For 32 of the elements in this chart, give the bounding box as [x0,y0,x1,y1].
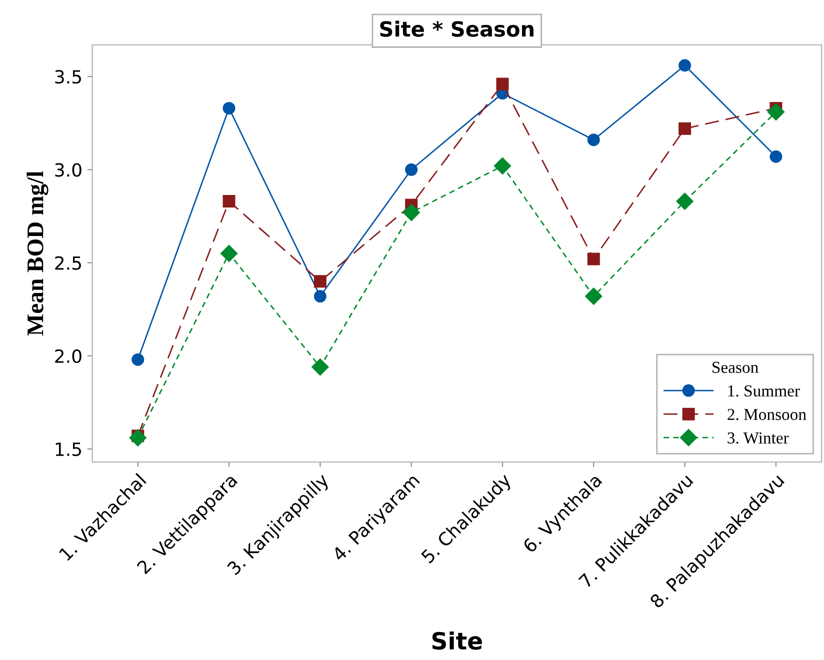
y-tick-label: 3.0 [55,163,82,177]
point [678,59,692,72]
x-axis-title: Site [432,631,482,650]
legend-label: 1. Summer [728,385,800,397]
point [132,353,144,366]
point [312,358,329,376]
point [405,163,418,176]
point [767,103,784,120]
chart-title: Site * Season [380,20,534,37]
point [770,150,782,163]
legend-label: 3. Winter [728,432,789,444]
y-tick-label: 2.0 [55,349,82,363]
point [402,204,420,222]
point [678,122,692,135]
y-axis-title: Mean BOD mg/l [26,171,48,336]
legend-label: 2. Monsoon [728,408,806,420]
point [587,134,600,146]
y-tick-label: 2.5 [55,256,81,270]
point [314,275,326,288]
y-tick-label: 3.5 [55,70,81,84]
point [587,252,600,266]
point [129,429,146,446]
y-tick-label: 1.5 [56,442,81,456]
point [676,192,694,210]
point [220,244,238,262]
legend-title: Season [712,362,758,373]
point [222,102,236,114]
point [494,157,512,174]
point [314,290,326,303]
point [585,288,602,305]
point [496,78,509,90]
point [222,195,236,208]
